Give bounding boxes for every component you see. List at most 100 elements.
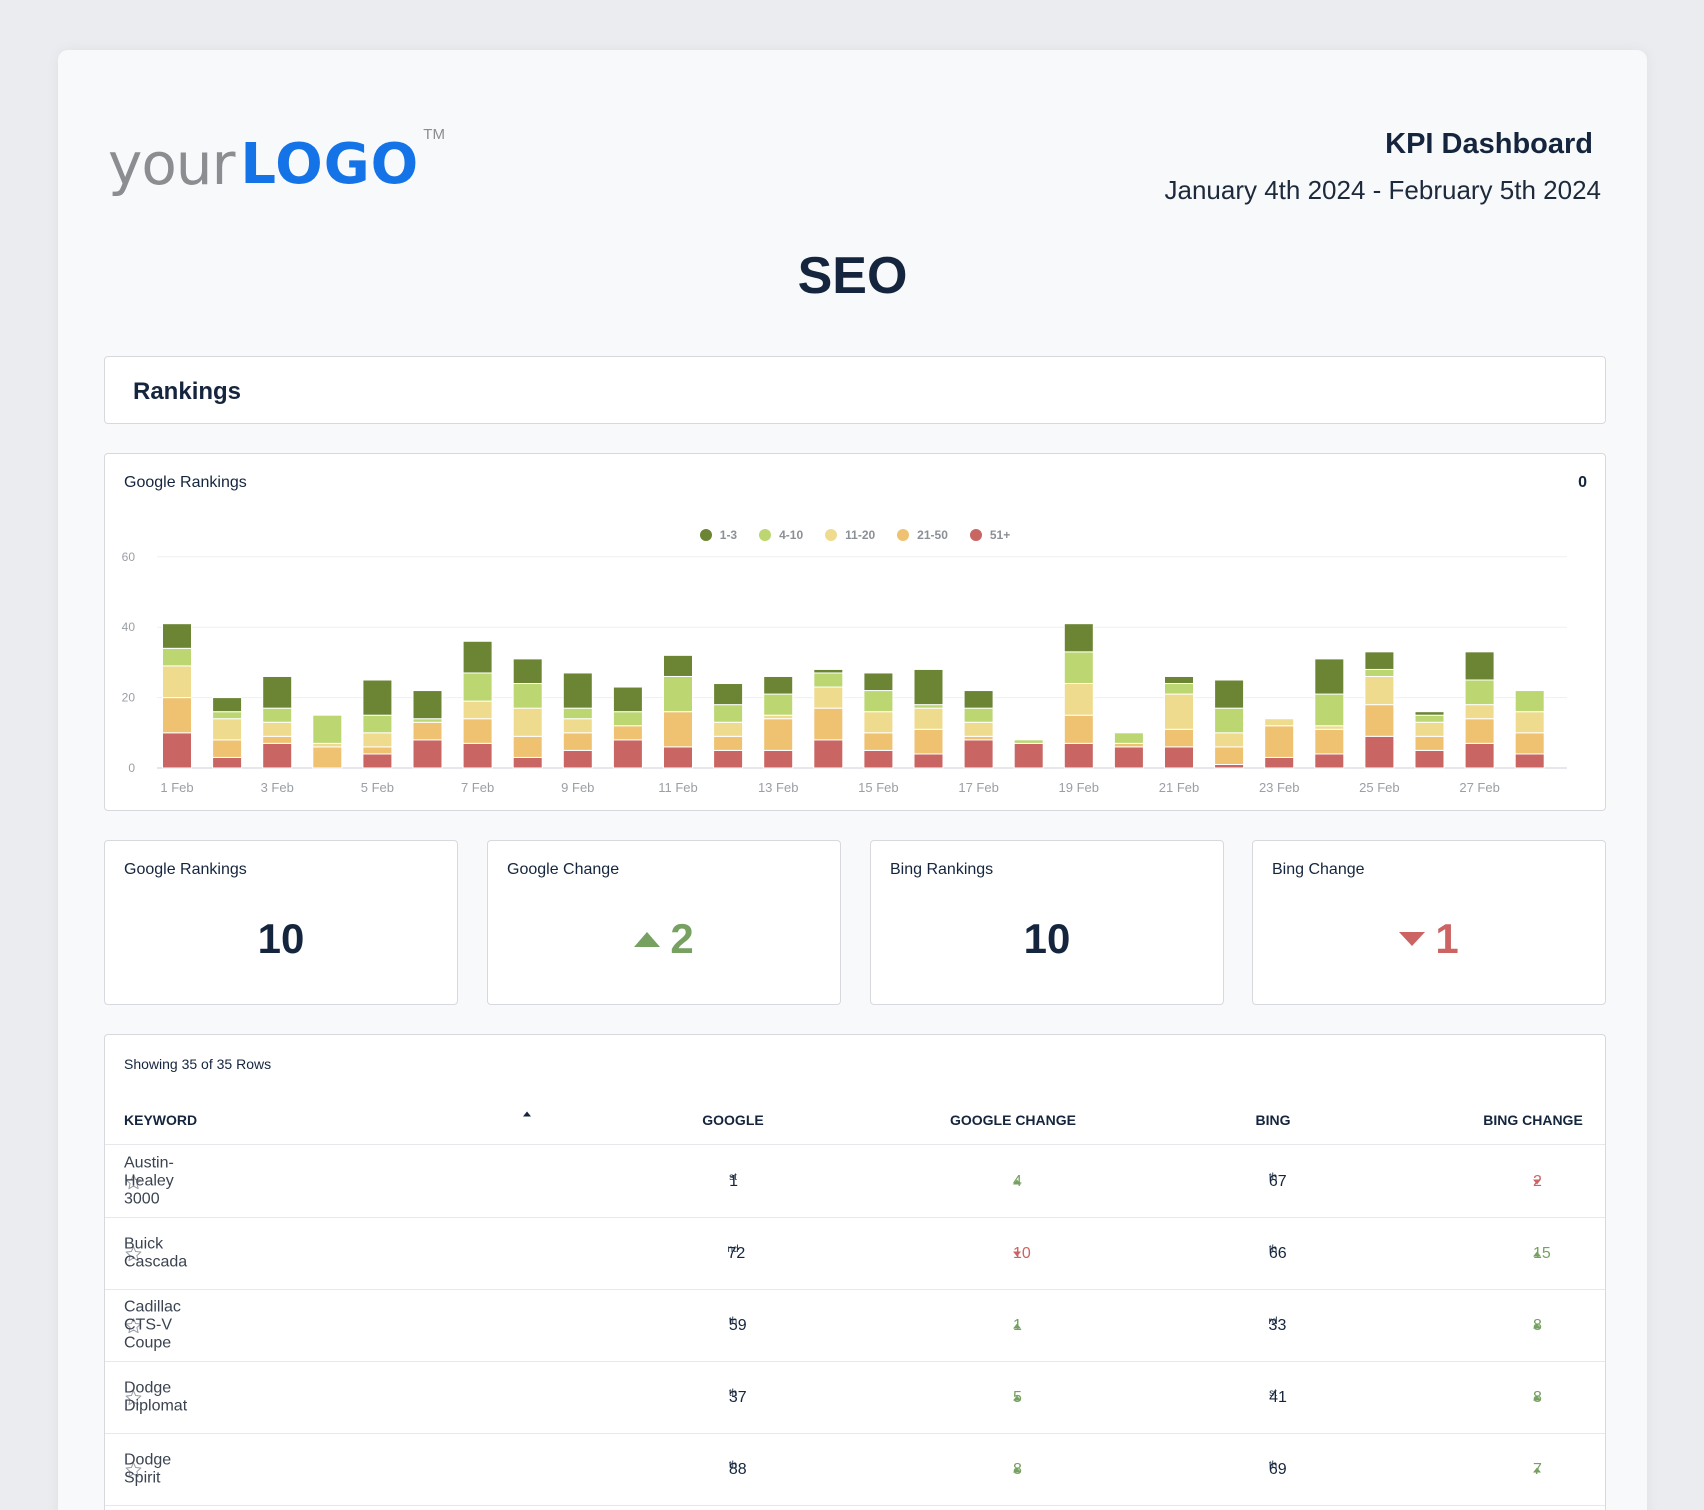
legend-dot-icon	[825, 529, 838, 541]
bar-stack[interactable]	[1364, 651, 1395, 769]
bar-stack[interactable]	[1514, 690, 1545, 769]
legend-label: 4-10	[779, 528, 804, 542]
bar-stack[interactable]	[412, 690, 443, 769]
rank-suffix: st	[729, 1171, 737, 1183]
bar-segment	[362, 714, 393, 734]
keyword-cell: Dodge Spirit	[124, 1452, 171, 1487]
bar-stack[interactable]	[612, 686, 643, 769]
bar-stack[interactable]	[763, 675, 794, 769]
kpi-label: Google Rankings	[124, 861, 247, 878]
bar-stack[interactable]	[813, 668, 844, 769]
bar-stack[interactable]	[1164, 675, 1194, 769]
column-header-bing[interactable]: BING	[1255, 1111, 1291, 1128]
x-tick-label: 25 Feb	[1359, 780, 1399, 795]
bar-segment	[913, 704, 944, 709]
bar-stack[interactable]	[312, 714, 343, 769]
bar-segment	[913, 728, 944, 755]
bar-segment	[162, 647, 192, 667]
bar-segment	[562, 718, 593, 734]
change-number: 2	[1533, 1172, 1542, 1190]
bar-stack[interactable]	[1214, 679, 1245, 769]
x-tick-label: 27 Feb	[1459, 780, 1499, 795]
legend-item[interactable]: 51+	[969, 528, 1010, 542]
rank-suffix: th	[1268, 1459, 1278, 1471]
bar-stack[interactable]	[1464, 651, 1495, 769]
change-number: 5	[1013, 1388, 1022, 1406]
change-number: 8	[1013, 1460, 1022, 1478]
bar-stack[interactable]	[1314, 658, 1345, 769]
bar-segment	[1364, 668, 1395, 677]
bar-segment	[462, 672, 493, 702]
bar-stack[interactable]	[212, 697, 243, 769]
bar-segment	[562, 749, 593, 769]
rank-suffix: nd	[727, 1243, 739, 1255]
bar-stack[interactable]	[1063, 623, 1094, 769]
change-number: 8	[1533, 1388, 1542, 1406]
bar-stack[interactable]	[713, 683, 744, 769]
bar-segment	[262, 707, 293, 723]
bar-segment	[512, 735, 543, 758]
bar-segment	[1214, 763, 1245, 769]
logo-trademark: TM	[423, 126, 445, 143]
kpi-bing-rankings: Bing Rankings 10	[870, 840, 1224, 1005]
legend-item[interactable]: 21-50	[897, 528, 948, 542]
sort-ascending-icon[interactable]	[523, 1111, 531, 1116]
bar-stack[interactable]	[963, 690, 994, 769]
bar-segment	[1113, 742, 1144, 748]
bar-stack[interactable]	[913, 668, 944, 769]
bar-stack[interactable]	[863, 672, 894, 769]
bar-segment	[1013, 742, 1044, 769]
column-header-keyword[interactable]: KEYWORD	[124, 1111, 198, 1128]
bar-segment	[863, 711, 894, 734]
legend-item[interactable]: 4-10	[759, 528, 803, 542]
kpi-bing-change: Bing Change 1	[1252, 840, 1606, 1005]
bar-segment	[612, 686, 643, 713]
bar-stack[interactable]	[262, 675, 293, 769]
x-tick-label: 5 Feb	[361, 780, 394, 795]
bar-segment	[1464, 679, 1495, 706]
rank-number: 67	[1268, 1172, 1287, 1190]
star-icon[interactable]	[124, 1460, 143, 1479]
bar-segment	[1314, 725, 1345, 730]
column-header-bing-change[interactable]: BING CHANGE	[1483, 1111, 1583, 1128]
star-icon[interactable]	[124, 1316, 143, 1335]
bar-stack[interactable]	[512, 658, 543, 769]
star-icon[interactable]	[124, 1172, 143, 1191]
legend-item[interactable]: 1-3	[699, 528, 737, 542]
rank-suffix: rd	[1268, 1315, 1278, 1327]
legend-dot-icon	[897, 529, 910, 541]
bar-stack[interactable]	[162, 623, 192, 769]
bar-stack[interactable]	[462, 640, 493, 769]
legend-item[interactable]: 11-20	[825, 528, 875, 542]
bar-stack[interactable]	[562, 672, 593, 769]
bar-stack[interactable]	[1013, 739, 1044, 769]
x-tick-label: 15 Feb	[858, 780, 898, 795]
keyword-cell: Cadillac CTS-V Coupe	[124, 1299, 181, 1352]
column-header-google[interactable]: GOOGLE	[702, 1111, 764, 1128]
star-icon[interactable]	[124, 1244, 143, 1263]
star-icon[interactable]	[124, 1388, 143, 1407]
bar-segment	[763, 714, 794, 720]
bar-segment	[1063, 623, 1094, 653]
bar-stack[interactable]	[663, 654, 693, 769]
bar-segment	[462, 718, 493, 744]
bar-stack[interactable]	[362, 679, 393, 769]
bar-stack[interactable]	[1264, 718, 1295, 769]
bar-segment	[1113, 746, 1144, 769]
bar-stack[interactable]	[1414, 711, 1445, 769]
column-header-google-change[interactable]: GOOGLE CHANGE	[949, 1111, 1076, 1128]
bar-segment	[162, 697, 192, 734]
logo: your LOGO TM	[108, 122, 445, 202]
bar-segment	[1063, 714, 1094, 744]
triangle-down-icon	[1013, 1251, 1021, 1256]
bar-segment	[212, 697, 243, 713]
bar-stack[interactable]	[1113, 732, 1144, 769]
stacked-bar-chart: 0 20 40 60 1 Feb 3 Feb 5 Feb 7 Feb 9 Feb 11 Feb 13…	[122, 550, 1567, 795]
bar-segment	[713, 735, 744, 751]
legend-label: 11-20	[845, 528, 876, 542]
